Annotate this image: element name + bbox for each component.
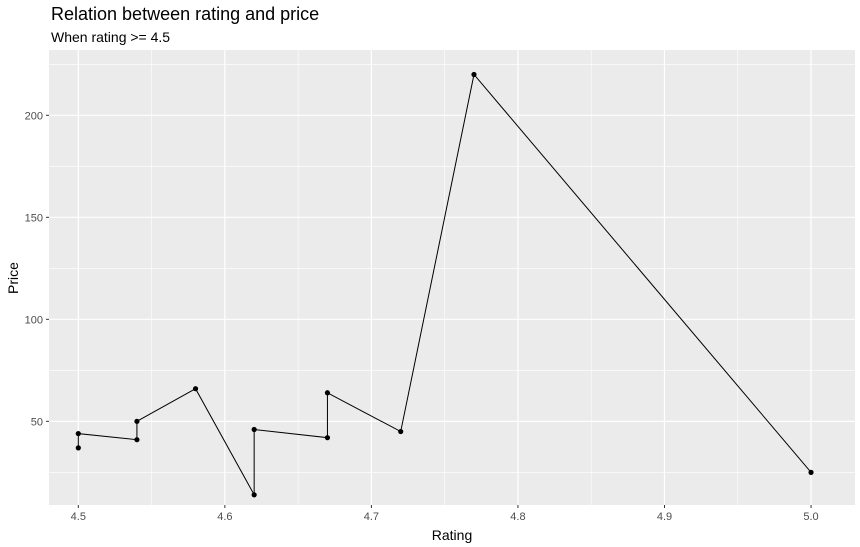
x-tick-label: 4.6 [217, 511, 232, 523]
data-point [324, 435, 331, 441]
y-tick-label: 200 [25, 110, 43, 122]
x-tick-label: 4.7 [364, 511, 379, 523]
minor-gridlines [49, 50, 855, 505]
y-axis-title: Price [5, 262, 21, 294]
price-series [75, 71, 814, 498]
y-tick-label: 50 [31, 416, 43, 428]
data-point [75, 445, 81, 451]
x-tick-label: 4.9 [657, 511, 672, 523]
x-tick-label: 4.8 [510, 511, 525, 523]
major-gridlines [49, 50, 855, 505]
data-point [251, 492, 257, 498]
plot-panel [49, 50, 855, 505]
data-point [134, 418, 140, 424]
x-axis-title: Rating [432, 527, 472, 543]
chart-title: Relation between rating and price [51, 4, 319, 24]
x-tick-label: 5.0 [803, 511, 818, 523]
y-axis-ticks: 50 100 150 200 [25, 110, 49, 428]
x-axis-ticks: 4.5 4.6 4.7 4.8 4.9 5.0 [71, 505, 819, 523]
data-point [75, 430, 81, 437]
y-tick-label: 100 [25, 314, 43, 326]
data-point [398, 428, 404, 435]
x-tick-label: 4.5 [71, 511, 86, 523]
data-point [134, 437, 140, 443]
data-point [324, 390, 331, 396]
data-point [471, 71, 477, 78]
data-point [192, 386, 199, 392]
y-tick-label: 150 [25, 212, 43, 224]
data-point [251, 426, 257, 433]
chart-subtitle: When rating >= 4.5 [51, 29, 170, 45]
data-point [808, 469, 814, 475]
price-line [77, 73, 812, 496]
